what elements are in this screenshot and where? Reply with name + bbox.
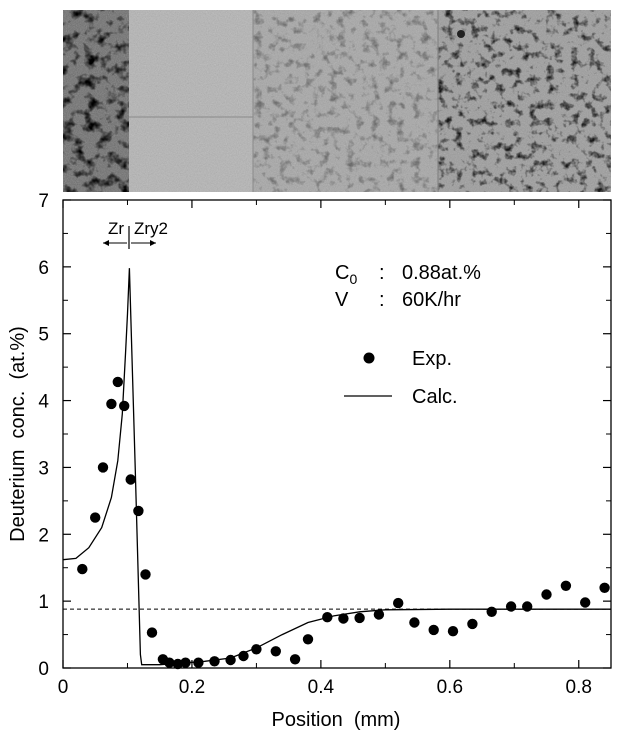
condition-c0-label: C0: [335, 262, 357, 287]
legend-exp-marker: [363, 352, 375, 364]
exp-data-point: [172, 658, 183, 670]
exp-data-point: [238, 650, 249, 662]
exp-data-point: [541, 589, 552, 600]
exp-data-point: [322, 612, 333, 623]
exp-data-point: [209, 656, 220, 667]
exp-series-points: [77, 376, 610, 670]
exp-data-point: [560, 580, 572, 591]
exp-data-point: [447, 626, 459, 637]
exp-data-point: [225, 654, 236, 666]
exp-data-point: [146, 627, 158, 638]
condition-v-label: V: [335, 289, 349, 311]
exp-data-point: [599, 582, 610, 593]
x-tick-label: 0.8: [566, 677, 592, 698]
exp-data-point: [302, 634, 314, 645]
exp-data-point: [354, 612, 365, 624]
exp-data-point: [164, 657, 175, 668]
y-tick-label: 6: [38, 258, 49, 279]
legend-calc-label: Calc.: [412, 386, 458, 408]
exp-data-point: [133, 505, 144, 517]
exp-data-point: [270, 646, 281, 657]
y-tick-label: 5: [38, 325, 49, 346]
x-axis-label: Position (mm): [272, 709, 401, 731]
y-tick-labels: 0 1 2 3 4 5 6 7: [38, 191, 49, 680]
exp-data-point: [106, 398, 117, 410]
exp-data-point: [467, 618, 478, 630]
x-tick-label: 0.6: [437, 677, 463, 698]
condition-v-value: 60K/hr: [402, 289, 461, 311]
exp-data-point: [90, 512, 101, 523]
y-tick-label: 7: [38, 191, 49, 212]
legend-exp-label: Exp.: [412, 348, 452, 370]
exp-data-point: [251, 644, 262, 655]
arrow-left-icon: [103, 240, 109, 246]
exp-data-point: [486, 606, 497, 617]
x-tick-label: 0.2: [179, 677, 205, 698]
exp-data-point: [112, 376, 124, 388]
calc-series-line: [62, 268, 611, 666]
exp-data-point: [373, 609, 385, 620]
condition-c0-sep: :: [379, 262, 385, 284]
exp-data-point: [193, 657, 204, 668]
x-tick-label: 0: [58, 677, 69, 698]
y-tick-label: 4: [38, 392, 49, 413]
x-tick-label: 0.4: [308, 677, 335, 698]
exp-data-point: [338, 613, 349, 624]
exp-data-point: [97, 462, 109, 473]
condition-v-sep: :: [379, 289, 385, 311]
y-axis-label: Deuterium conc. (at.%): [7, 326, 29, 542]
exp-data-point: [393, 597, 404, 609]
exp-data-point: [289, 654, 301, 665]
x-tick-labels: 0 0.2 0.4 0.6 0.8: [58, 677, 592, 698]
exp-data-point: [409, 617, 420, 628]
exp-data-point: [125, 474, 136, 485]
exp-data-point: [505, 601, 517, 612]
exp-data-point: [580, 597, 591, 608]
exp-data-point: [180, 657, 191, 668]
exp-data-point: [140, 569, 151, 580]
y-tick-label: 2: [38, 525, 49, 546]
y-tick-label: 3: [38, 458, 49, 479]
annotation-zry2: Zry2: [134, 219, 168, 238]
y-tick-label: 0: [38, 659, 49, 680]
y-tick-label: 1: [38, 592, 49, 613]
arrow-right-icon: [150, 240, 156, 246]
exp-data-point: [522, 601, 533, 612]
axis-ticks: [62, 199, 611, 669]
exp-data-point: [119, 400, 130, 412]
exp-data-point: [428, 624, 439, 636]
exp-data-point: [77, 563, 88, 575]
annotation-zr: Zr: [108, 219, 124, 238]
micrograph-image: [63, 10, 611, 192]
condition-c0-value: 0.88at.%: [402, 262, 481, 284]
